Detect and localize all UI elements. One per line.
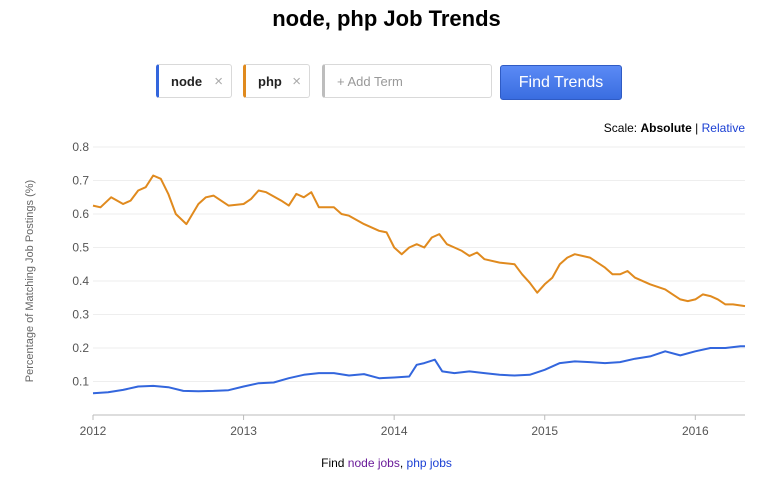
x-tick-label: 2015 [531,424,558,438]
y-tick-label: 0.6 [72,207,89,221]
y-tick-label: 0.4 [72,274,89,288]
x-tick-label: 2012 [80,424,107,438]
term-php-label: php [258,74,282,89]
footer-prefix: Find [321,456,345,470]
footer: Find node jobs, php jobs [321,456,452,470]
y-tick-label: 0.2 [72,341,89,355]
term-node[interactable]: node × [156,64,232,98]
y-tick-label: 0.5 [72,241,89,255]
add-term-input[interactable]: + Add Term [322,64,492,98]
y-axis-label: Percentage of Matching Job Postings (%) [24,180,36,382]
grid-lines [92,146,745,420]
y-tick-label: 0.1 [72,375,89,389]
x-tick-label: 2016 [682,424,709,438]
remove-php-icon[interactable]: × [292,73,301,90]
y-tick-label: 0.7 [72,174,89,188]
scale-separator: | [695,121,699,135]
page-title: node, php Job Trends [272,6,501,31]
php-jobs-link[interactable]: php jobs [406,456,452,470]
x-tick-label: 2013 [230,424,257,438]
scale-selector: Scale: Absolute | Relative [604,121,745,135]
x-tick-labels: 2012 2013 2014 2015 2016 [80,424,709,438]
y-tick-label: 0.3 [72,308,89,322]
y-tick-label: 0.8 [72,140,89,154]
trend-chart: 0.80.70.60.50.40.30.20.1 2012 2013 2014 201… [24,140,746,438]
term-node-label: node [171,74,203,89]
y-tick-labels: 0.8 0.7 0.6 0.5 0.4 0.3 0.2 0.1 [72,140,89,389]
series-line-php [92,174,746,308]
find-trends-button[interactable]: Find Trends [500,65,622,100]
term-php[interactable]: php × [243,64,310,98]
scale-relative-link[interactable]: Relative [701,121,745,135]
series-lines [92,174,746,395]
scale-label: Scale: [603,121,638,135]
scale-absolute[interactable]: Absolute [640,121,692,135]
node-jobs-link[interactable]: node jobs [347,456,400,470]
x-tick-label: 2014 [381,424,408,438]
add-term-placeholder: + Add Term [337,74,403,89]
remove-node-icon[interactable]: × [214,73,223,90]
series-line-node [92,345,745,395]
